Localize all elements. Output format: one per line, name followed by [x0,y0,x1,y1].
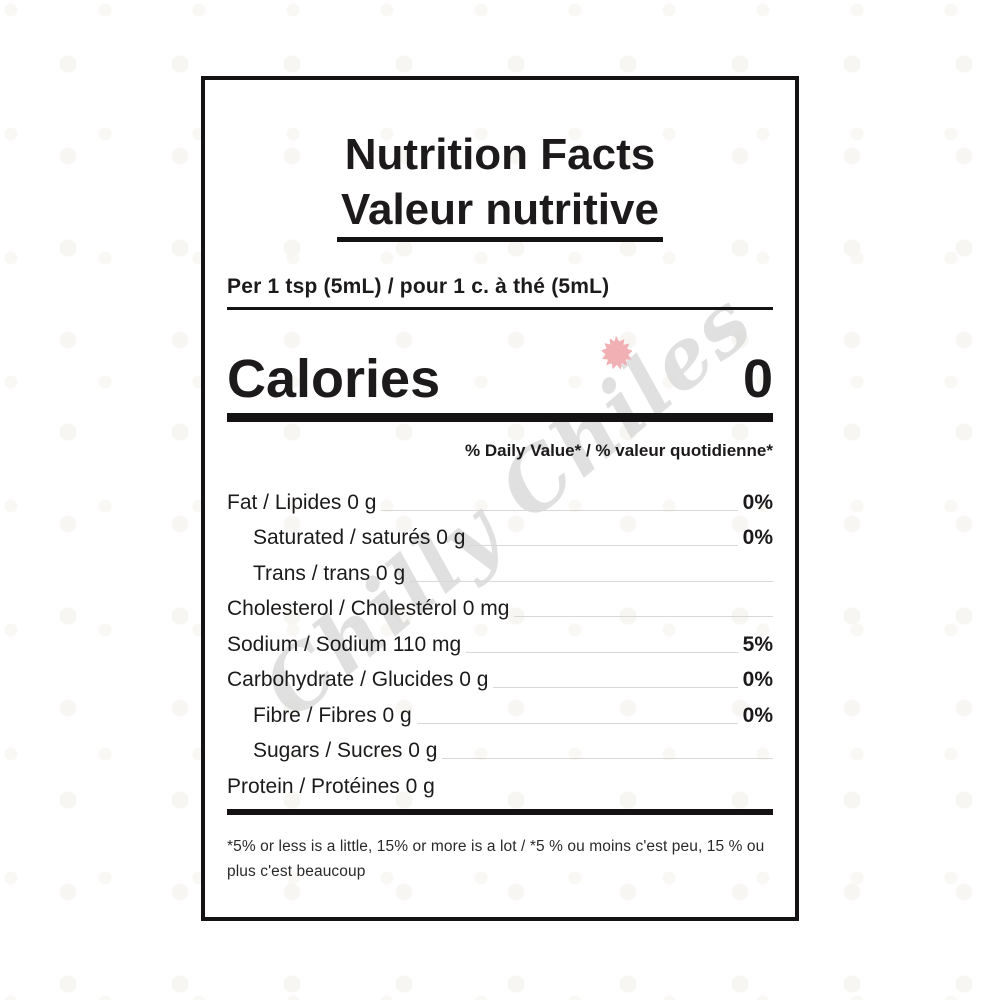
nutrient-name: Fibre / Fibres 0 g [253,703,412,727]
nutrition-facts-panel: Nutrition Facts Valeur nutritive Per 1 t… [201,76,799,921]
nutrient-name: Cholesterol / Cholestérol 0 mg [227,597,510,620]
row-leader-line [381,509,738,511]
nutrient-row-saturated: Saturated / saturés 0 g 0% [227,516,773,552]
serving-size: Per 1 tsp (5mL) / pour 1 c. à thé (5mL) [227,275,773,310]
nutrient-daily-value: 0% [742,703,773,727]
nutrient-row-sodium: Sodium / Sodium 110 mg 5% [227,622,773,658]
row-leader-line [514,616,773,617]
nutrient-daily-value: 0% [742,668,773,691]
calories-divider-bar [227,413,773,422]
nutrient-row-protein: Protein / Protéines 0 g [227,764,773,800]
row-leader-line [493,687,738,688]
maple-leaf-icon [601,335,633,370]
maple-leaf-shape [601,335,633,370]
nutrient-row-carbohydrate: Carbohydrate / Glucides 0 g 0% [227,658,773,694]
nutrient-row-fibre: Fibre / Fibres 0 g 0% [227,693,773,729]
nutrient-name: Sugars / Sucres 0 g [253,739,438,762]
title-french: Valeur nutritive [337,184,663,242]
nutrient-name: Protein / Protéines 0 g [227,774,435,798]
nutrient-name: Trans / trans 0 g [253,561,406,585]
nutrient-daily-value: 5% [742,632,773,656]
daily-value-header: % Daily Value* / % valeur quotidienne* [465,441,773,460]
nutrient-name: Saturated / saturés 0 g [253,526,466,549]
nutrient-list: Fat / Lipides 0 g 0% Saturated / saturés… [227,480,773,800]
nutrient-name: Carbohydrate / Glucides 0 g [227,668,489,691]
nutrient-row-sugars: Sugars / Sucres 0 g [227,729,773,765]
row-leader-line [416,722,738,724]
nutrient-row-cholesterol: Cholesterol / Cholestérol 0 mg [227,587,773,623]
nutrient-daily-value: 0% [742,490,773,514]
calories-row: Calories 0 [227,350,773,408]
nutrient-name: Fat / Lipides 0 g [227,490,377,514]
row-leader-line [442,758,773,759]
nutrient-row-trans: Trans / trans 0 g [227,551,773,587]
calories-value: 0 [742,349,773,409]
nutrient-row-fat: Fat / Lipides 0 g 0% [227,480,773,516]
footer-divider-bar [227,808,773,815]
row-leader-line [410,580,773,582]
row-leader-line [470,545,738,546]
title-english: Nutrition Facts [344,130,656,179]
nutrient-daily-value: 0% [742,526,773,549]
daily-value-footnote: *5% or less is a little, 15% or more is … [227,837,765,880]
row-leader-line [466,651,738,653]
nutrient-name: Sodium / Sodium 110 mg [227,632,462,656]
title-french-wrap: Valeur nutritive [227,184,773,249]
calories-label: Calories [227,349,441,409]
